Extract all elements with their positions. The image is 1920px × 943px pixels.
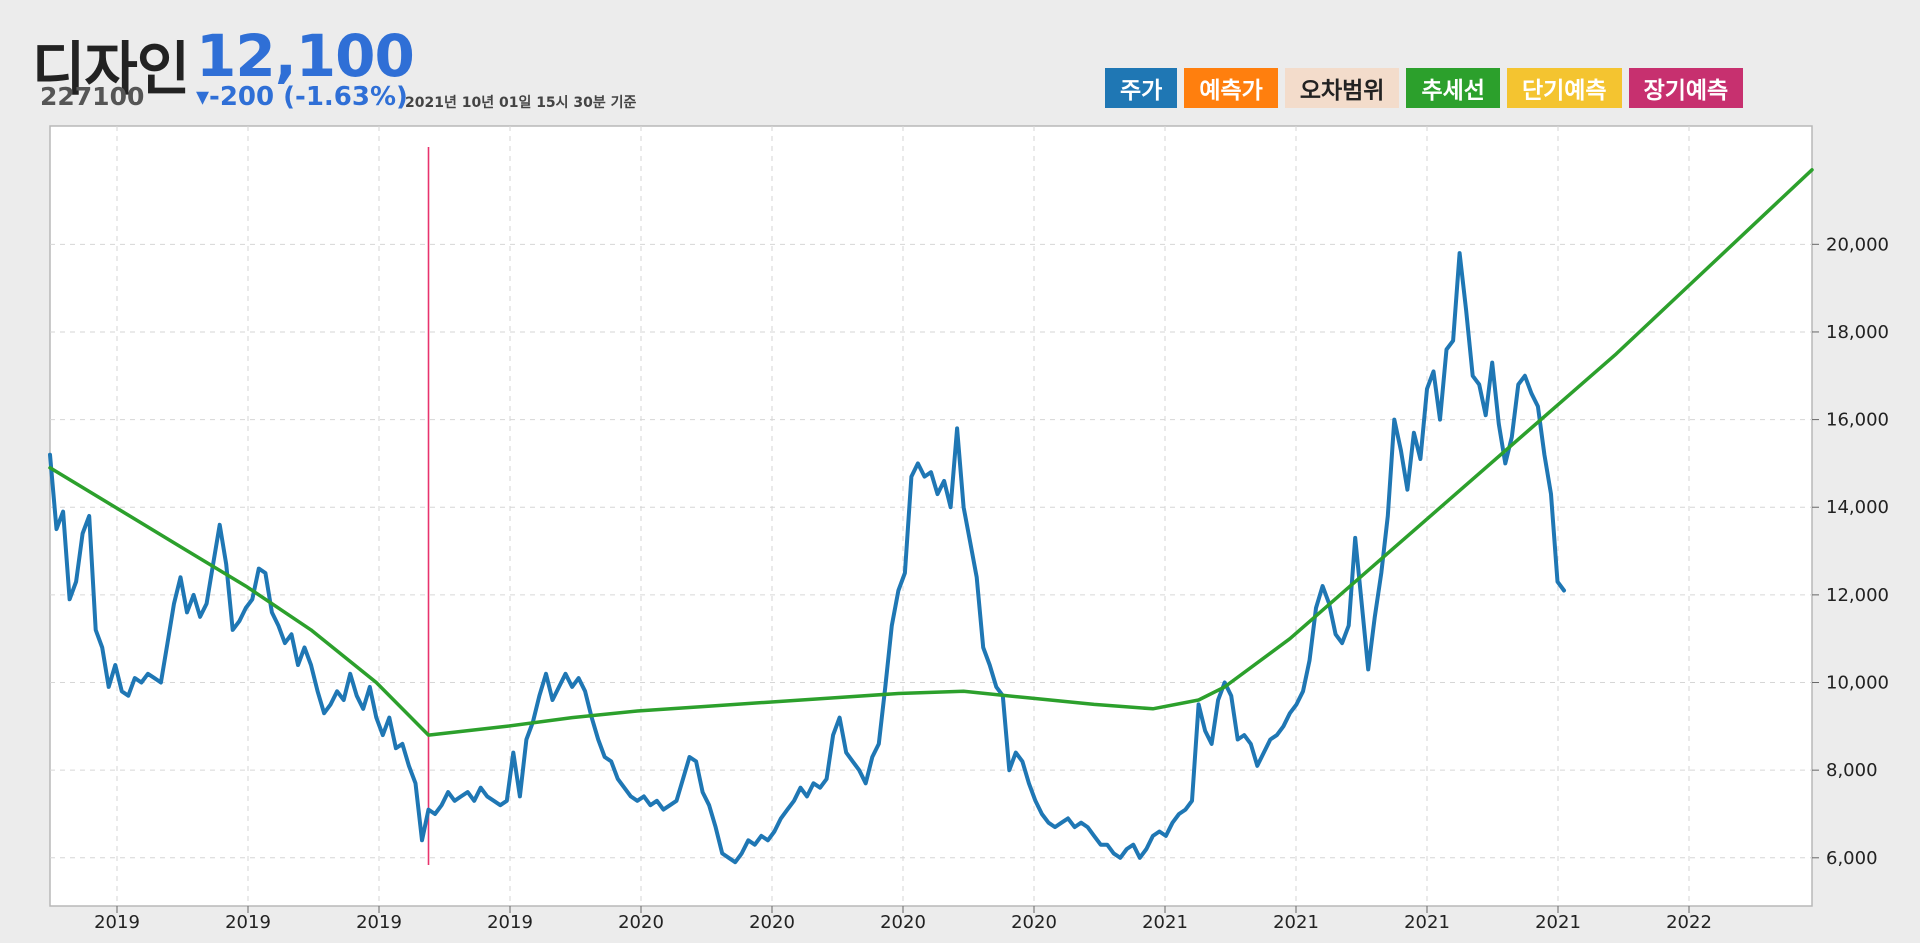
x-tick-label: 2019 bbox=[94, 912, 140, 933]
x-tick-label: 2020 bbox=[749, 912, 795, 933]
legend-short-term-button[interactable]: 단기예측 bbox=[1506, 68, 1622, 108]
y-tick-label: 14,000 bbox=[1826, 497, 1889, 518]
timestamp: 2021년 10년 01일 15시 30분 기준 bbox=[405, 95, 637, 111]
y-tick-label: 16,000 bbox=[1826, 410, 1889, 431]
y-tick-label: 20,000 bbox=[1826, 234, 1889, 255]
y-tick-label: 6,000 bbox=[1826, 848, 1878, 869]
x-tick-label: 2020 bbox=[880, 912, 926, 933]
x-tick-label: 2021 bbox=[1142, 912, 1188, 933]
legend: 주가 예측가 오차범위 추세선 단기예측 장기예측 bbox=[1105, 68, 1744, 108]
y-tick-label: 10,000 bbox=[1826, 673, 1889, 694]
stock-name: 디자인 bbox=[32, 35, 190, 103]
x-tick-label: 2019 bbox=[225, 912, 271, 933]
price-change: ▾-200 (-1.63%) bbox=[196, 82, 408, 112]
legend-forecast-button[interactable]: 예측가 bbox=[1184, 68, 1278, 108]
stock-price: 12,100 bbox=[196, 22, 415, 90]
legend-error-range-button[interactable]: 오차범위 bbox=[1284, 68, 1400, 108]
legend-long-term-button[interactable]: 장기예측 bbox=[1628, 68, 1744, 108]
x-tick-label: 2020 bbox=[618, 912, 664, 933]
y-tick-label: 8,000 bbox=[1826, 760, 1878, 781]
x-tick-label: 2019 bbox=[487, 912, 533, 933]
x-tick-label: 2019 bbox=[356, 912, 402, 933]
price-series-line bbox=[48, 251, 1566, 865]
x-tick-label: 2021 bbox=[1273, 912, 1319, 933]
stock-code: 227100 bbox=[40, 82, 145, 111]
trendline-series-line bbox=[48, 168, 1814, 737]
x-tick-label: 2021 bbox=[1404, 912, 1450, 933]
plot-area bbox=[49, 125, 1813, 907]
x-tick-label: 2020 bbox=[1011, 912, 1057, 933]
legend-trendline-button[interactable]: 추세선 bbox=[1406, 68, 1500, 108]
legend-price-button[interactable]: 주가 bbox=[1105, 68, 1178, 108]
y-tick-label: 12,000 bbox=[1826, 585, 1889, 606]
x-tick-label: 2021 bbox=[1535, 912, 1581, 933]
y-tick-label: 18,000 bbox=[1826, 322, 1889, 343]
x-tick-label: 2022 bbox=[1666, 912, 1712, 933]
